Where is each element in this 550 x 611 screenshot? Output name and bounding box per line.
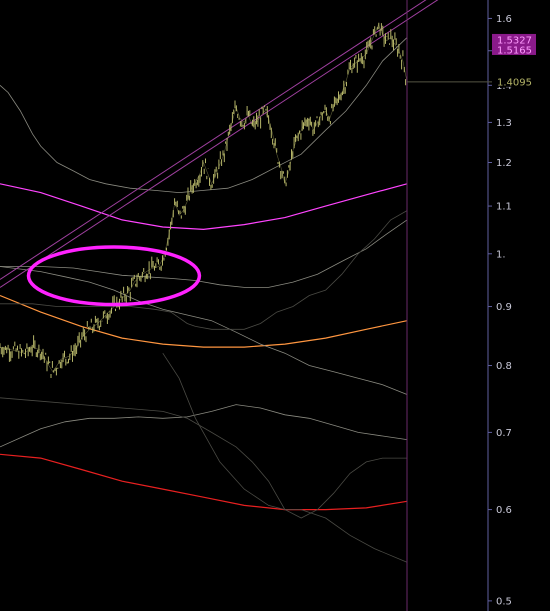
band-line-5 (0, 404, 408, 448)
y-tick-label: 1.6 (496, 14, 512, 25)
price-line (0, 23, 408, 373)
price-label-box (492, 43, 536, 55)
y-tick-label: 1. (496, 249, 506, 260)
y-tick-label: 0.5 (496, 596, 512, 607)
y-tick-label: 0.7 (496, 428, 512, 439)
price-series (0, 22, 408, 378)
annotations (26, 0, 408, 611)
y-tick-label: 0.9 (496, 302, 512, 313)
price-label-text: 1.5327 (497, 35, 532, 46)
band-line-9 (162, 352, 408, 563)
y-tick-label: 1.2 (496, 158, 512, 169)
price-label-text: 1.5165 (497, 45, 532, 56)
trend-channel-line-1 (0, 0, 439, 288)
band-line-3 (0, 37, 408, 194)
annotation-ellipse (26, 245, 202, 307)
band-line-2 (0, 453, 408, 511)
y-tick-label: 1.3 (496, 118, 512, 129)
price-bars (0, 22, 408, 378)
band-line-4 (0, 266, 408, 395)
y-axis: 1.61.51.41.31.21.11.0.90.80.70.60.5 (487, 0, 512, 611)
price-label-box (492, 75, 536, 87)
band-line-1 (0, 294, 408, 348)
band-line-8 (0, 397, 407, 519)
y-tick-label: 0.8 (496, 361, 512, 372)
y-tick-label: 1.1 (496, 202, 512, 213)
trend-channel-line-0 (0, 0, 427, 280)
price-label-box (492, 33, 536, 45)
band-line-0 (0, 183, 408, 231)
envelope-bands (0, 37, 408, 563)
trend-channel (0, 0, 439, 288)
y-tick-label: 0.6 (496, 505, 512, 516)
price-label-text: 1.4095 (497, 77, 532, 88)
band-line-7 (0, 210, 408, 330)
band-line-6 (0, 219, 408, 288)
